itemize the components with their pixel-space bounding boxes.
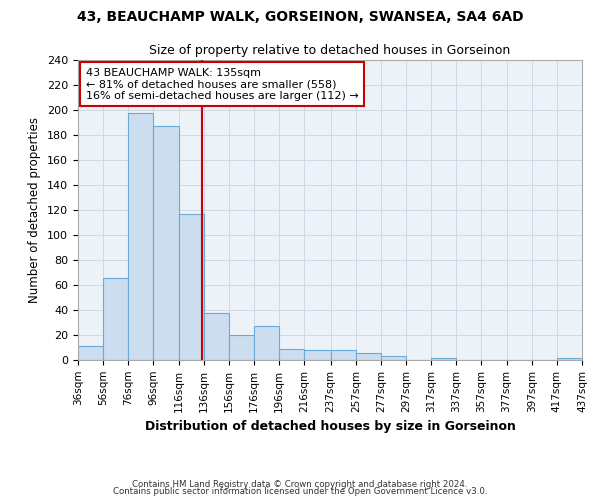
X-axis label: Distribution of detached houses by size in Gorseinon: Distribution of detached houses by size … <box>145 420 515 433</box>
Text: 43, BEAUCHAMP WALK, GORSEINON, SWANSEA, SA4 6AD: 43, BEAUCHAMP WALK, GORSEINON, SWANSEA, … <box>77 10 523 24</box>
Text: Contains HM Land Registry data © Crown copyright and database right 2024.: Contains HM Land Registry data © Crown c… <box>132 480 468 489</box>
Bar <box>356 352 381 360</box>
Bar <box>103 278 128 360</box>
Text: Contains public sector information licensed under the Open Government Licence v3: Contains public sector information licen… <box>113 488 487 496</box>
Bar <box>78 346 103 360</box>
Y-axis label: Number of detached properties: Number of detached properties <box>28 117 41 303</box>
Title: Size of property relative to detached houses in Gorseinon: Size of property relative to detached ho… <box>149 44 511 58</box>
Bar <box>304 350 331 360</box>
Bar <box>557 358 582 360</box>
Bar <box>229 335 254 360</box>
Bar <box>254 326 279 360</box>
Bar <box>154 126 179 360</box>
Bar <box>128 112 154 360</box>
Bar <box>279 349 304 360</box>
Text: 43 BEAUCHAMP WALK: 135sqm
← 81% of detached houses are smaller (558)
16% of semi: 43 BEAUCHAMP WALK: 135sqm ← 81% of detac… <box>86 68 358 100</box>
Bar <box>179 214 203 360</box>
Bar <box>203 312 229 360</box>
Bar <box>381 356 406 360</box>
Bar <box>431 358 457 360</box>
Bar <box>331 350 356 360</box>
